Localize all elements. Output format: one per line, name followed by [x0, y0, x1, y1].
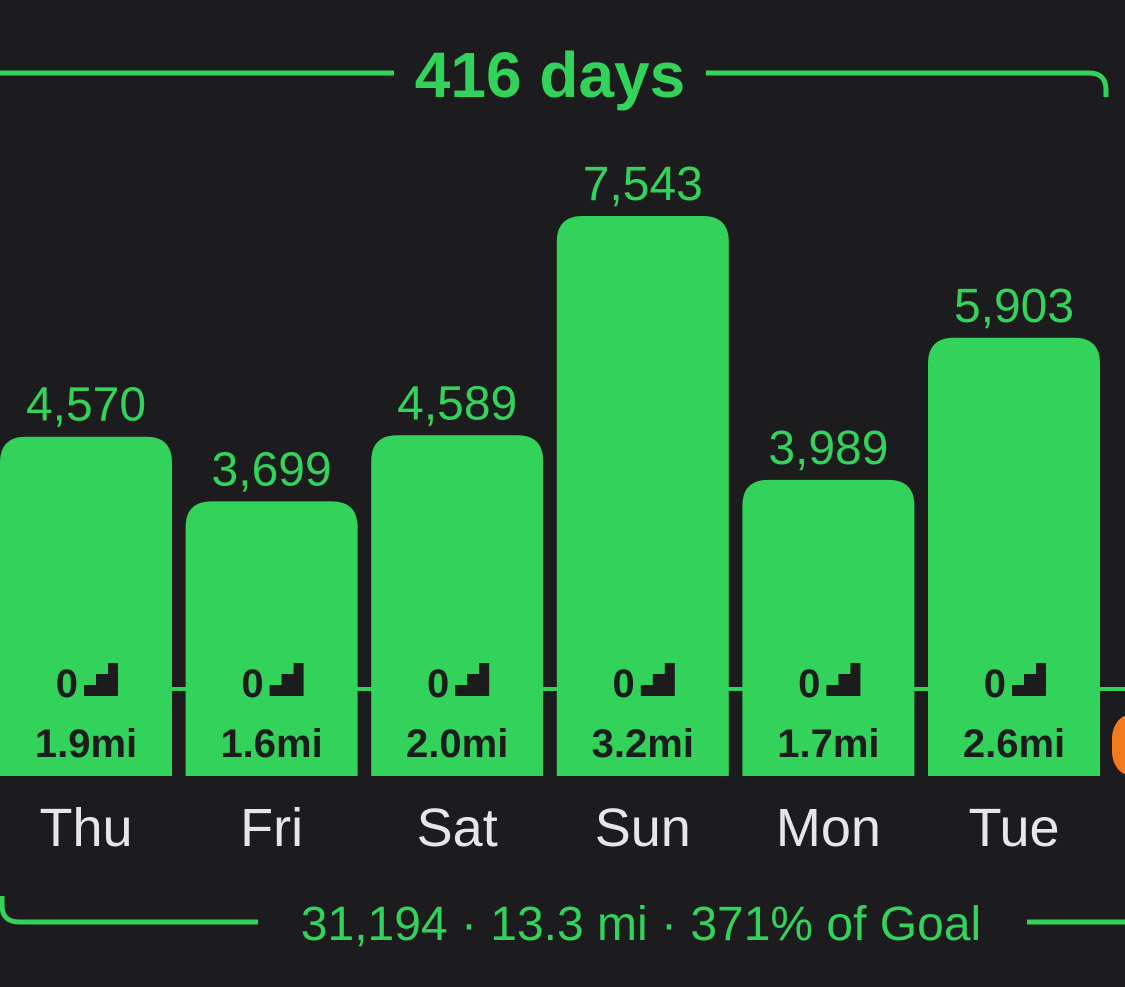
bar-value-label: 5,903 — [954, 280, 1074, 333]
flights-count: 0 — [427, 662, 449, 706]
day-label: Sun — [595, 798, 691, 858]
flights-count: 0 — [241, 662, 263, 706]
flights-count: 0 — [984, 662, 1006, 706]
distance-label: 2.6mi — [963, 722, 1065, 766]
bar-value-label: 3,699 — [212, 443, 332, 496]
bars-group: 4,570 0 1.9mi 3,699 0 1.6mi 4,589 0 2.0mi 7,543 0 3… — [0, 158, 1100, 776]
flights-count: 0 — [613, 662, 635, 706]
bar-value-label: 7,543 — [583, 158, 703, 211]
summary-label: 31,194 · 13.3 mi · 371% of Goal — [301, 898, 981, 951]
bar-value-label: 4,589 — [397, 377, 517, 430]
bar-value-label: 3,989 — [768, 422, 888, 475]
day-labels-group: Thu Fri Sat Sun Mon Tue — [39, 798, 1059, 858]
stairs-icon — [84, 663, 118, 696]
flights-count: 0 — [798, 662, 820, 706]
day-label: Sat — [417, 798, 498, 858]
bar-sat[interactable] — [371, 435, 544, 776]
bar-fri[interactable] — [185, 501, 358, 776]
distance-label: 1.6mi — [220, 722, 322, 766]
flights-count: 0 — [56, 662, 78, 706]
bar-value-label: 4,570 — [26, 379, 146, 432]
streak-line-right — [706, 70, 1109, 97]
distance-label: 1.7mi — [777, 722, 879, 766]
summary-line-left — [0, 896, 258, 925]
summary-bracket: 31,194 · 13.3 mi · 371% of Goal — [0, 896, 1125, 951]
bar-thu[interactable] — [0, 436, 172, 776]
bar-tue[interactable] — [928, 337, 1100, 776]
stairs-icon — [1012, 663, 1046, 696]
distance-label: 3.2mi — [592, 722, 694, 766]
day-label: Tue — [968, 798, 1059, 858]
stairs-icon — [269, 663, 304, 696]
distance-label: 2.0mi — [406, 722, 508, 766]
day-label: Thu — [39, 798, 132, 858]
streak-bracket: 416 days — [0, 39, 1109, 111]
day-label: Mon — [776, 798, 881, 858]
day-label: Fri — [240, 798, 303, 858]
stairs-icon — [640, 663, 675, 696]
stairs-icon — [826, 663, 861, 696]
bar-sun[interactable] — [556, 216, 729, 776]
stairs-icon — [455, 663, 490, 696]
partial-next-day-bar[interactable] — [1112, 714, 1125, 776]
streak-label: 416 days — [415, 39, 685, 111]
bar-mon[interactable] — [742, 479, 915, 776]
distance-label: 1.9mi — [35, 722, 137, 766]
